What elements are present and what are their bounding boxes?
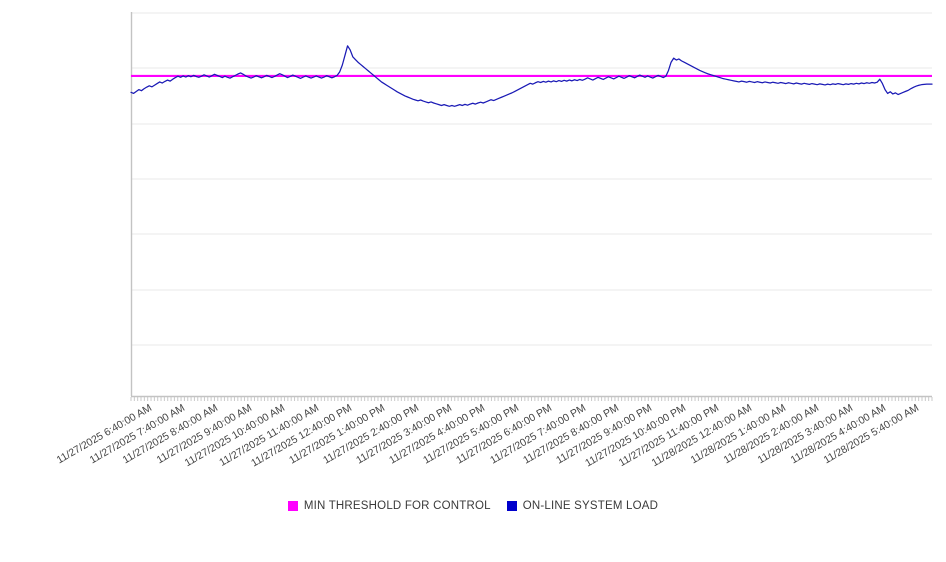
chart-plot-area: [130, 12, 933, 401]
legend-label-min-threshold: MIN THRESHOLD FOR CONTROL: [303, 500, 491, 512]
x-axis-ticks: [130, 397, 933, 401]
legend-item-online-system-load[interactable]: ON-LINE SYSTEM LOAD: [506, 500, 659, 512]
system-load-line: [130, 45, 933, 107]
chart-legend: MIN THRESHOLD FOR CONTROL ON-LINE SYSTEM…: [0, 496, 946, 516]
gridlines-group: [131, 12, 932, 346]
legend-swatch-online-system-load: [506, 501, 517, 511]
legend-swatch-min-threshold: [287, 501, 298, 511]
legend-label-online-system-load: ON-LINE SYSTEM LOAD: [522, 500, 659, 512]
legend-item-min-threshold[interactable]: MIN THRESHOLD FOR CONTROL: [287, 500, 491, 512]
line-chart: 11/27/2025 6:40:00 AM 11/27/2025 7:40:00 …: [0, 12, 946, 516]
